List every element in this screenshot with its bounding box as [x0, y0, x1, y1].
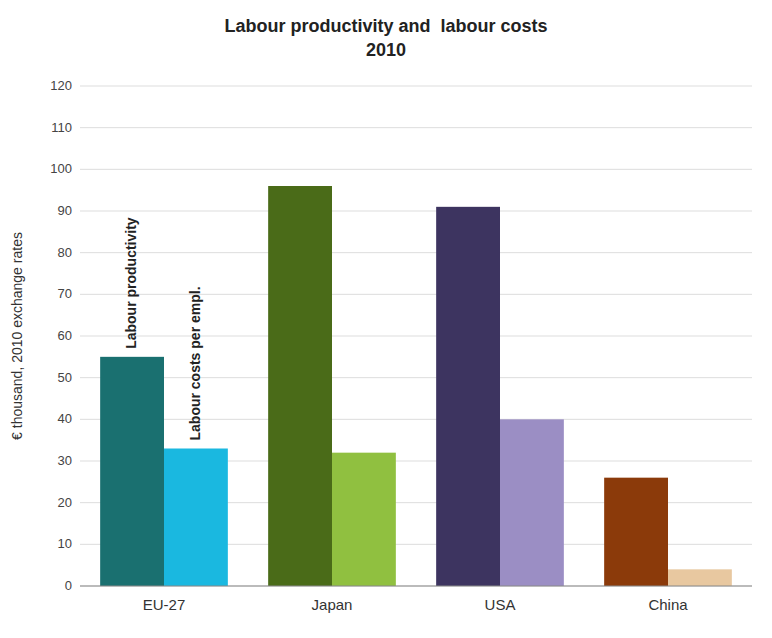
y-tick-label: 100: [50, 161, 72, 176]
y-tick-label: 20: [58, 495, 72, 510]
y-tick-label: 30: [58, 453, 72, 468]
grid-line: [80, 377, 752, 378]
bar: [500, 419, 564, 586]
y-tick-label: 70: [58, 286, 72, 301]
y-tick-label: 60: [58, 328, 72, 343]
y-tick-label: 50: [58, 370, 72, 385]
y-tick-label: 10: [58, 536, 72, 551]
grid-line: [80, 86, 752, 87]
page: {"chart_data": { "type": "bar", "title":…: [0, 0, 772, 638]
y-tick-label: 110: [51, 120, 72, 135]
grid-line: [80, 252, 752, 253]
chart-container: Labour productivity and labour costs2010…: [0, 0, 772, 638]
series-annotation: Labour productivity: [123, 217, 139, 349]
chart-svg: Labour productivity and labour costs2010…: [0, 0, 772, 638]
y-axis-label: € thousand, 2010 exchange rates: [9, 232, 25, 440]
bar: [100, 357, 164, 586]
x-axis: EU-27 Japan USA China: [80, 586, 752, 613]
x-tick-label: USA: [485, 596, 516, 613]
grid-line: [80, 211, 752, 212]
grid-line: [80, 419, 752, 420]
y-tick-label: 40: [58, 411, 72, 426]
y-tick-label: 0: [65, 578, 72, 593]
y-tick-label: 120: [50, 78, 72, 93]
series-labels: Labour productivity Labour costs per empl…: [123, 217, 203, 440]
y-tick-label: 90: [58, 203, 72, 218]
bar: [164, 449, 228, 587]
bar: [668, 569, 732, 586]
grid-line: [80, 336, 752, 337]
x-tick-label: China: [648, 596, 688, 613]
grid: [80, 86, 752, 586]
series-annotation: Labour costs per empl.: [187, 286, 203, 440]
grid-line: [80, 294, 752, 295]
grid-line: [80, 127, 752, 128]
y-tick-label: 80: [58, 245, 72, 260]
x-tick-label: EU-27: [143, 596, 186, 613]
grid-line: [80, 586, 752, 587]
bars: [100, 186, 732, 586]
title: Labour productivity and labour costs: [224, 16, 547, 36]
bar: [604, 478, 668, 586]
y-axis: 0 10 20 30 40 50 60 70 80 90 100 110 120: [50, 78, 72, 593]
grid-line: [80, 169, 752, 170]
x-axis-line: [80, 586, 752, 587]
bar: [268, 186, 332, 586]
x-tick-label: Japan: [312, 596, 353, 613]
bar: [436, 207, 500, 586]
bar: [332, 453, 396, 586]
subtitle: 2010: [366, 40, 406, 60]
